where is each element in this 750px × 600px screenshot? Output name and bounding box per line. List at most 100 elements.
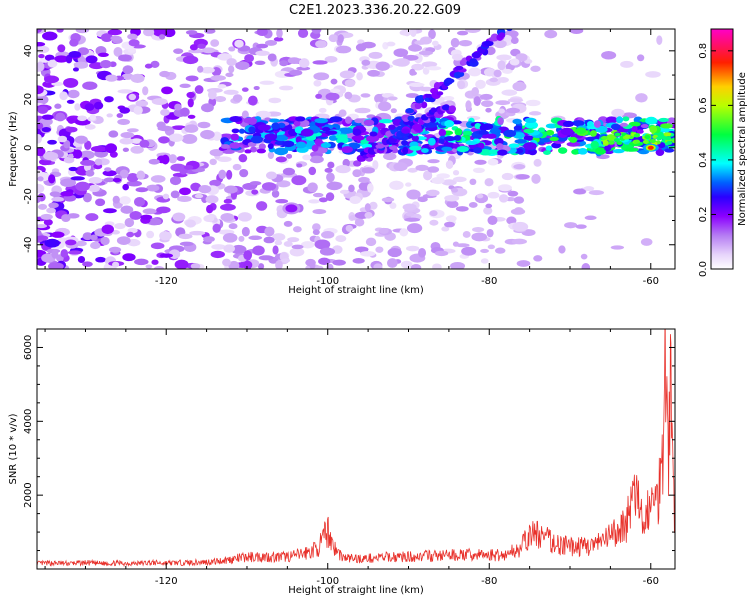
heatmap-cell — [68, 166, 78, 172]
heatmap-cell — [320, 142, 332, 148]
heatmap-cell — [37, 106, 49, 114]
heatmap-cell — [374, 93, 384, 104]
heatmap-cell — [501, 89, 518, 96]
heatmap-cell — [267, 143, 274, 150]
heatmap-cell — [67, 89, 80, 99]
heatmap-cell — [264, 133, 278, 141]
heatmap-cell — [311, 144, 319, 152]
heatmap-cell — [487, 191, 500, 199]
heatmap-cell — [264, 40, 278, 46]
heatmap-cell — [256, 201, 268, 211]
heatmap-cell — [281, 258, 291, 263]
heatmap-cell — [122, 147, 130, 152]
heatmap-cell — [256, 43, 269, 49]
heatmap-cell — [441, 104, 450, 111]
heatmap-cell — [378, 118, 393, 124]
heatmap-cell — [418, 50, 433, 56]
heatmap-cell — [495, 100, 511, 106]
heatmap-cell — [113, 46, 123, 57]
heatmap-cell — [285, 204, 298, 213]
heatmap-cell — [497, 184, 513, 192]
heatmap-cell — [224, 185, 238, 194]
heatmap-cell — [515, 53, 528, 62]
heatmap-cell — [60, 249, 69, 258]
heatmap-cell — [229, 115, 242, 123]
heatmap-cell — [258, 255, 274, 261]
heatmap-cell — [493, 69, 502, 78]
spectrogram-x-axis-label: Height of straight line (km) — [288, 285, 424, 296]
heatmap-cell — [426, 189, 440, 197]
heatmap-cell — [120, 132, 135, 139]
heatmap-cell — [315, 93, 323, 99]
heatmap-cell — [338, 109, 347, 117]
snr-y-tick-label: 6000 — [23, 335, 34, 360]
heatmap-cell — [616, 116, 624, 124]
heatmap-cell — [173, 48, 184, 54]
heatmap-cell — [95, 256, 106, 263]
heatmap-cell — [386, 258, 398, 268]
heatmap-cell — [656, 136, 663, 141]
heatmap-cell — [84, 103, 95, 111]
heatmap-cell — [57, 135, 68, 143]
heatmap-cell — [571, 149, 580, 155]
heatmap-cell — [209, 179, 222, 187]
heatmap-cell — [51, 231, 65, 238]
heatmap-cell — [308, 166, 317, 176]
colorbar-tick-label: 0.6 — [698, 97, 709, 113]
heatmap-cell — [292, 226, 302, 233]
heatmap-cell — [471, 51, 481, 59]
heatmap-cell — [361, 59, 371, 66]
heatmap-cell — [330, 78, 338, 85]
snr-y-ticks: 2000 4000 6000 — [23, 328, 675, 570]
heatmap-cell — [119, 107, 131, 114]
heatmap-cell — [103, 208, 117, 214]
heatmap-cell — [197, 43, 206, 49]
heatmap-cell — [249, 181, 262, 186]
heatmap-cell — [566, 141, 581, 147]
heatmap-cell — [302, 154, 312, 161]
heatmap-cell — [327, 161, 335, 169]
heatmap-cell — [305, 258, 316, 267]
heatmap-cell — [69, 38, 79, 47]
heatmap-cell — [389, 145, 398, 151]
snr-y-tick-label: 2000 — [23, 482, 34, 507]
heatmap-cell — [100, 236, 110, 246]
heatmap-cell — [496, 54, 512, 61]
heatmap-cell — [407, 167, 418, 173]
heatmap-cell — [649, 138, 656, 143]
heatmap-cell — [263, 236, 275, 244]
heatmap-cell — [279, 60, 289, 67]
heatmap-cell — [37, 176, 44, 182]
heatmap-cell — [43, 151, 59, 161]
heatmap-cell — [250, 146, 257, 153]
colorbar-ticks: 0.0 0.2 0.4 0.6 0.8 — [698, 43, 733, 277]
heatmap-cell — [466, 121, 474, 129]
heatmap-cell — [406, 223, 423, 234]
heatmap-cell — [427, 159, 440, 164]
colorbar-tick-label: 0.8 — [698, 43, 709, 59]
heatmap-cell — [375, 61, 390, 71]
spectrogram-y-tick-label: -40 — [23, 237, 34, 253]
heatmap-cell — [354, 218, 365, 227]
heatmap-cell — [140, 214, 153, 220]
heatmap-cell — [168, 154, 178, 164]
heatmap-cell — [265, 171, 277, 180]
heatmap-cell — [41, 127, 51, 133]
heatmap-cell — [119, 196, 131, 205]
heatmap-cell — [254, 60, 266, 65]
heatmap-cell — [37, 45, 50, 54]
heatmap-cell — [198, 185, 212, 194]
snr-x-tick-label: -60 — [643, 576, 659, 587]
heatmap-cell — [497, 60, 506, 71]
heatmap-cell — [468, 202, 478, 208]
heatmap-cell — [256, 148, 267, 154]
heatmap-cell — [67, 118, 75, 124]
heatmap-cell — [389, 180, 404, 190]
heatmap-cell — [377, 101, 392, 112]
heatmap-cell — [511, 238, 527, 245]
heatmap-cell — [496, 143, 504, 150]
heatmap-cell — [405, 108, 415, 114]
colorbar-tick-label: 0.2 — [698, 207, 709, 223]
heatmap-cell — [479, 149, 493, 156]
